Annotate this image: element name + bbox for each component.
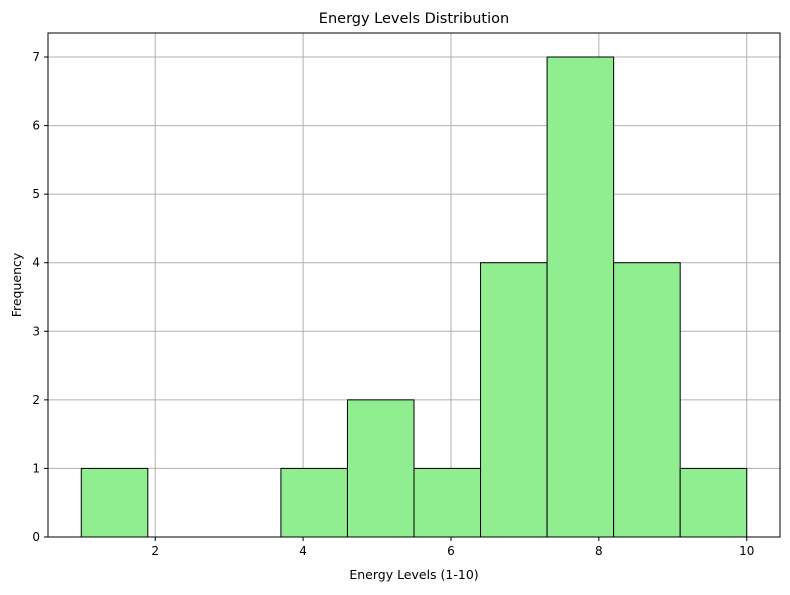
histogram-bar: [679, 467, 748, 538]
chart-title: Energy Levels Distribution: [319, 11, 509, 27]
plot-frame: [47, 32, 781, 538]
x-axis-label: Energy Levels (1-10): [349, 567, 478, 582]
bars: [80, 56, 748, 538]
x-tick-label: 8: [595, 544, 603, 558]
x-tick-label: 2: [151, 544, 159, 558]
histogram-bar: [80, 467, 149, 538]
histogram-bar: [546, 56, 615, 538]
y-tick-label: 0: [32, 530, 40, 544]
y-tick-label: 6: [32, 119, 40, 133]
histogram-bar: [346, 399, 415, 538]
y-tick-label: 7: [32, 50, 40, 64]
x-tick-label: 4: [299, 544, 307, 558]
y-tick-label: 5: [32, 187, 40, 201]
histogram-bar: [480, 262, 548, 538]
y-tick-label: 3: [32, 324, 40, 338]
x-tick-label: 6: [447, 544, 455, 558]
x-tick-label: 10: [739, 544, 754, 558]
y-axis-label: Frequency: [9, 252, 24, 317]
y-tick-label: 2: [32, 393, 40, 407]
histogram-bar: [280, 467, 348, 538]
y-tick-label: 1: [32, 461, 40, 475]
histogram-bar: [413, 467, 482, 538]
ticks: 2 4 6 8 10 0 1 2 3 4 5 6 7: [32, 50, 754, 558]
y-tick-label: 4: [32, 256, 40, 270]
histogram-bar: [613, 262, 681, 538]
